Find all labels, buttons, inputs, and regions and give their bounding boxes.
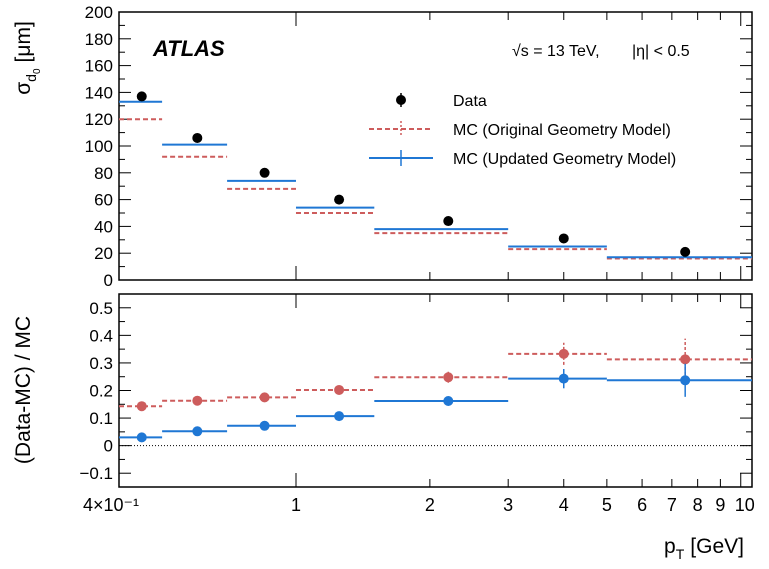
ratio-updated-point — [443, 395, 454, 406]
bottom-y-tick-label: 0 — [104, 437, 113, 456]
data-point — [558, 233, 569, 244]
data-point — [334, 194, 345, 205]
top-y-tick-label: 200 — [85, 3, 113, 22]
ratio-original-point — [259, 392, 270, 403]
top-y-tick-label: 120 — [85, 110, 113, 129]
eta-text: |η| < 0.5 — [632, 43, 690, 60]
ratio-original-point — [558, 348, 569, 359]
sigma-unit: [μm] — [12, 21, 35, 62]
top-y-tick-label: 40 — [94, 217, 113, 236]
energy-text: √s = 13 TeV, — [512, 43, 600, 60]
sigma-sub: d — [23, 74, 39, 82]
legend-data-marker — [396, 95, 406, 105]
bottom-x-axis: 4×10⁻¹ 1 2 3 4 5 6 7 8 9 10 — [83, 294, 755, 515]
ratio-updated-point — [334, 411, 345, 422]
x-tick-label: 4×10⁻¹ — [83, 495, 139, 515]
top-y-tick-label: 140 — [85, 83, 113, 102]
ratio-updated-point — [136, 432, 147, 443]
data-point — [192, 132, 203, 143]
top-y-tick-label: 80 — [94, 164, 113, 183]
x-tick-label: 2 — [425, 495, 435, 515]
top-y-tick-label: 180 — [85, 30, 113, 49]
x-tick-label: 4 — [559, 495, 569, 515]
top-y-axis: 0 20 40 60 80 100 120 140 160 180 200 — [85, 3, 752, 290]
bottom-y-tick-label: 0.4 — [89, 326, 113, 345]
top-y-axis-label: σd0 [μm] — [12, 21, 43, 95]
x-tick-label: 8 — [693, 495, 703, 515]
bottom-panel: −0.1 0 0.1 0.2 0.3 0.4 0.5 4×10⁻¹ 1 2 3 4 5 6 7 8 9 10 (… — [12, 293, 755, 515]
x-tick-label: 5 — [602, 495, 612, 515]
bottom-y-tick-label: 0.2 — [89, 382, 113, 401]
top-panel: 0 20 40 60 80 100 120 140 160 180 200 ATLAS √s = 1… — [12, 3, 753, 290]
top-y-tick-label: 160 — [85, 57, 113, 76]
ratio-original-point — [334, 384, 345, 395]
bottom-y-tick-label: −0.1 — [79, 464, 113, 483]
sigma-symbol: σ — [12, 82, 35, 95]
x-tick-label: 3 — [503, 495, 513, 515]
ratio-updated-point — [192, 426, 203, 437]
x-tick-label: 10 — [735, 495, 755, 515]
pt-unit: [GeV] — [690, 535, 744, 558]
bottom-y-axis: −0.1 0 0.1 0.2 0.3 0.4 0.5 — [79, 293, 752, 488]
ratio-original-point — [136, 401, 147, 412]
pt-symbol: p — [664, 535, 676, 558]
legend-label: MC (Original Geometry Model) — [453, 122, 671, 139]
x-tick-label: 7 — [667, 495, 677, 515]
data-point — [136, 91, 147, 102]
legend-label: MC (Updated Geometry Model) — [453, 151, 676, 168]
ratio-original-point — [192, 395, 203, 406]
ratio-updated-point — [680, 375, 691, 386]
data-point — [443, 216, 454, 227]
data-point — [680, 246, 691, 257]
top-y-tick-label: 20 — [94, 244, 113, 263]
top-y-tick-label: 0 — [104, 271, 113, 290]
bottom-y-tick-label: 0.5 — [89, 299, 113, 318]
experiment-label: ATLAS — [152, 36, 225, 61]
top-x-axis-ticks — [118, 12, 742, 280]
ratio-updated-point — [558, 373, 569, 384]
ratio-original-point — [680, 354, 691, 365]
sigma-subsub: 0 — [32, 68, 43, 74]
x-tick-label: 9 — [715, 495, 725, 515]
legend: Data MC (Original Geometry Model) MC (Upda… — [369, 93, 676, 168]
pt-sub: T — [676, 546, 685, 562]
top-y-tick-label: 60 — [94, 191, 113, 210]
bottom-y-tick-label: 0.1 — [89, 409, 113, 428]
legend-label: Data — [453, 93, 487, 110]
bottom-y-tick-label: 0.3 — [89, 354, 113, 373]
bottom-y-axis-label: (Data-MC) / MC — [12, 316, 35, 464]
energy-label: √s = 13 TeV, |η| < 0.5 — [512, 43, 690, 60]
x-tick-label: 6 — [637, 495, 647, 515]
top-series — [119, 91, 752, 260]
top-y-tick-label: 100 — [85, 137, 113, 156]
bottom-plot-frame — [118, 293, 753, 488]
ratio-updated-point — [259, 420, 270, 431]
x-axis-label: pT [GeV] — [664, 535, 744, 562]
ratio-original-point — [443, 372, 454, 383]
bottom-series — [119, 338, 752, 443]
data-point — [259, 167, 270, 178]
x-tick-label: 1 — [291, 495, 301, 515]
